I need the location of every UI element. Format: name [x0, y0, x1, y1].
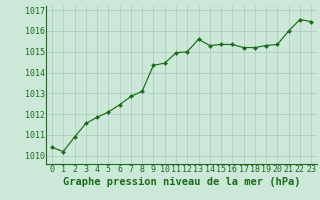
X-axis label: Graphe pression niveau de la mer (hPa): Graphe pression niveau de la mer (hPa)	[63, 177, 300, 187]
